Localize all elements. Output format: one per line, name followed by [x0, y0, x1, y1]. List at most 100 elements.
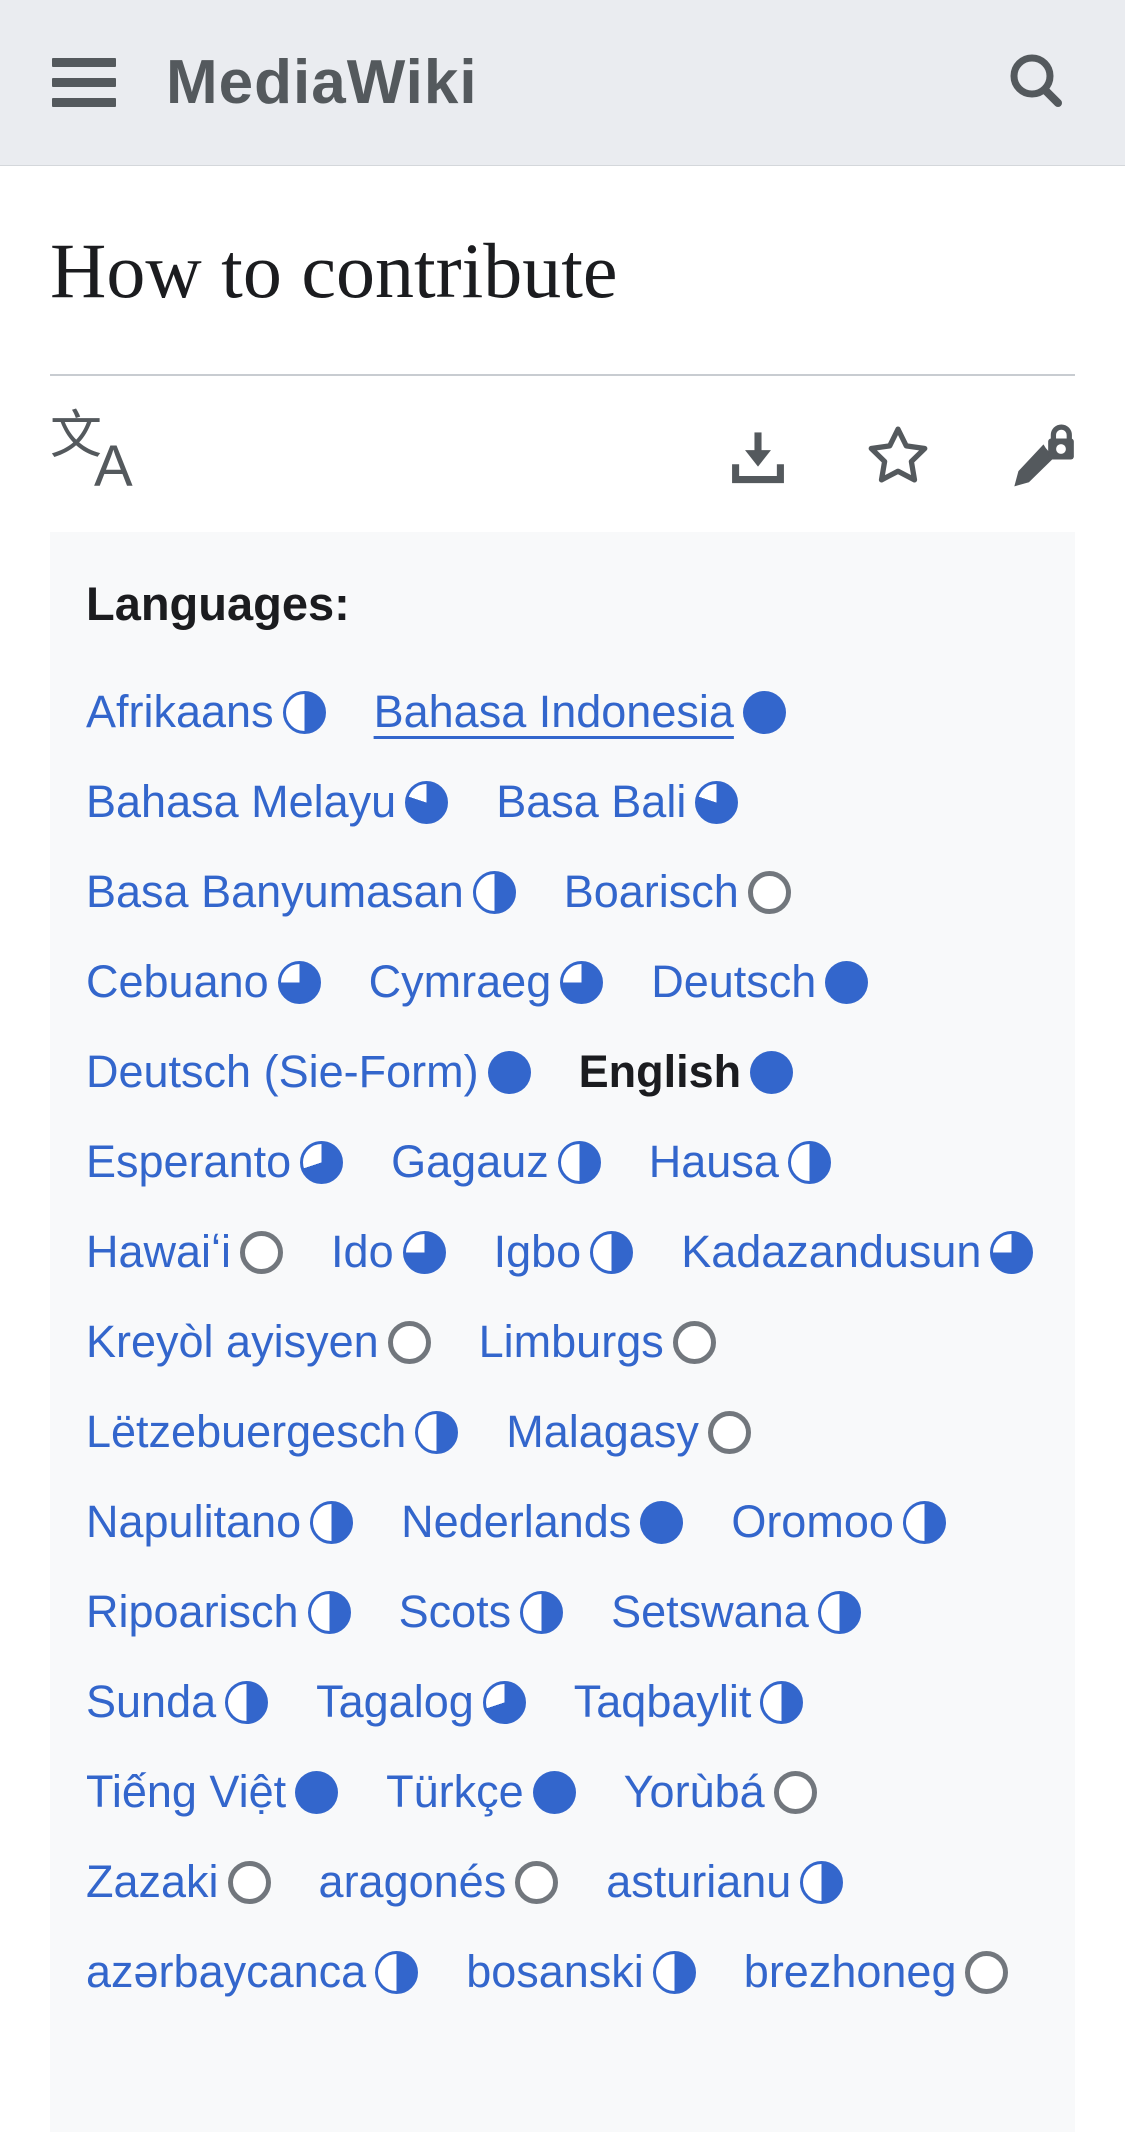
language-link[interactable]: Tagalog [316, 1676, 526, 1728]
app-header: MediaWiki [0, 0, 1125, 166]
translation-progress-icon [747, 870, 791, 914]
language-link[interactable]: Cymraeg [369, 956, 604, 1008]
language-link[interactable]: Lëtzebuergesch [86, 1406, 459, 1458]
language-label: Hausa [648, 1136, 779, 1187]
translation-progress-icon [825, 960, 869, 1004]
language-switcher-button[interactable]: 文 A [50, 410, 142, 496]
watch-button[interactable] [863, 421, 933, 491]
wiki-logo: MediaWiki [166, 48, 478, 117]
language-label: Ripoarisch [86, 1586, 299, 1637]
language-link[interactable]: Afrikaans [86, 686, 326, 738]
language-row: Napulitano Nederlands Oromoo [86, 1496, 1053, 1548]
language-link[interactable]: Oromoo [731, 1496, 946, 1548]
language-link[interactable]: Kreyòl ayisyen [86, 1316, 431, 1368]
language-link[interactable]: Bahasa Indonesia [374, 686, 786, 738]
translation-progress-icon [282, 690, 326, 734]
language-label: Afrikaans [86, 686, 274, 737]
language-link[interactable]: Basa Banyumasan [86, 866, 516, 918]
language-row: Cebuano Cymraeg Deutsch [86, 956, 1053, 1008]
language-link[interactable]: Yorùbá [624, 1766, 817, 1818]
language-link[interactable]: Limburgs [479, 1316, 716, 1368]
language-link[interactable]: Hausa [649, 1136, 831, 1188]
language-link[interactable]: Igbo [494, 1226, 634, 1278]
translation-progress-icon [773, 1770, 817, 1814]
language-link[interactable]: Nederlands [401, 1496, 684, 1548]
languages-rows: Afrikaans Bahasa Indonesia Bahasa Melayu Ba… [86, 686, 1053, 1998]
language-label: Esperanto [86, 1136, 292, 1187]
language-link[interactable]: Esperanto [86, 1136, 344, 1188]
translation-progress-icon [965, 1950, 1009, 1994]
translation-progress-icon [800, 1860, 844, 1904]
edit-locked-button[interactable] [1005, 421, 1075, 491]
language-label: Basa Bali [496, 776, 687, 827]
language-row: Bahasa Melayu Basa Bali [86, 776, 1053, 828]
language-label: Bahasa Indonesia [373, 686, 734, 737]
download-button[interactable] [725, 423, 791, 489]
language-label: Setswana [611, 1586, 809, 1637]
language-link[interactable]: Sunda [86, 1676, 269, 1728]
language-link[interactable]: Ido [331, 1226, 446, 1278]
language-icon: 文 [50, 407, 103, 465]
language-label: azərbaycanca [86, 1946, 367, 1997]
language-link[interactable]: Deutsch [651, 956, 869, 1008]
search-button[interactable] [1001, 47, 1073, 119]
language-link[interactable]: Türkçe [386, 1766, 576, 1818]
language-link[interactable]: Cebuano [86, 956, 321, 1008]
language-link[interactable]: Zazaki [86, 1856, 271, 1908]
translation-progress-icon [240, 1230, 284, 1274]
language-link[interactable]: Tiếng Việt [86, 1766, 339, 1818]
language-link[interactable]: Gagauz [391, 1136, 601, 1188]
language-link[interactable]: Napulitano [86, 1496, 354, 1548]
edit-locked-icon [1014, 424, 1074, 487]
toolbar-right-group [725, 421, 1075, 491]
translation-progress-icon [472, 870, 516, 914]
language-link[interactable]: aragonés [319, 1856, 559, 1908]
language-link[interactable]: Bahasa Melayu [86, 776, 449, 828]
translation-progress-icon [402, 1230, 446, 1274]
language-link[interactable]: Basa Bali [496, 776, 739, 828]
language-row: Ripoarisch Scots Setswana [86, 1586, 1053, 1638]
language-link[interactable]: Ripoarisch [86, 1586, 351, 1638]
language-label: Deutsch [651, 956, 817, 1007]
translation-progress-icon [227, 1860, 271, 1904]
translation-progress-icon [405, 780, 449, 824]
translation-progress-icon [415, 1410, 459, 1454]
language-label: Gagauz [391, 1136, 549, 1187]
translation-progress-icon [817, 1590, 861, 1634]
language-row: Afrikaans Bahasa Indonesia [86, 686, 1053, 738]
language-label: Igbo [493, 1226, 582, 1277]
language-row: Lëtzebuergesch Malagasy [86, 1406, 1053, 1458]
language-link[interactable]: Malagasy [506, 1406, 751, 1458]
language-link[interactable]: Scots [399, 1586, 564, 1638]
language-label: Cymraeg [368, 956, 552, 1007]
language-link[interactable]: Kadazandusun [681, 1226, 1034, 1278]
language-label: Deutsch (Sie-Form) [86, 1046, 479, 1097]
language-link[interactable]: brezhoneg [744, 1946, 1009, 1998]
language-label: bosanski [466, 1946, 644, 1997]
translation-progress-icon [300, 1140, 344, 1184]
translation-progress-icon [695, 780, 739, 824]
language-link[interactable]: Boarisch [564, 866, 791, 918]
language-label: Tagalog [316, 1676, 474, 1727]
language-link[interactable]: azərbaycanca [86, 1946, 419, 1998]
language-row: Kreyòl ayisyen Limburgs [86, 1316, 1053, 1368]
translation-progress-icon [560, 960, 604, 1004]
language-link[interactable]: Setswana [611, 1586, 861, 1638]
language-link[interactable]: Taqbaylit [574, 1676, 804, 1728]
language-link[interactable]: Hawaiʻi [86, 1226, 284, 1278]
language-link[interactable]: Deutsch (Sie-Form) [86, 1046, 531, 1098]
language-label: Scots [398, 1586, 512, 1637]
language-label: Türkçe [386, 1766, 524, 1817]
language-label: Oromoo [731, 1496, 894, 1547]
language-link[interactable]: asturianu [606, 1856, 844, 1908]
menu-button[interactable] [52, 58, 116, 107]
translation-progress-icon [515, 1860, 559, 1904]
language-link[interactable]: bosanski [466, 1946, 696, 1998]
language-row: Tiếng Việt Türkçe Yorùbá [86, 1766, 1053, 1818]
language-row: azərbaycanca bosanski brezhoneg [86, 1946, 1053, 1998]
language-label: asturianu [606, 1856, 792, 1907]
translation-progress-icon [640, 1500, 684, 1544]
translation-progress-icon [277, 960, 321, 1004]
language-label: Kadazandusun [681, 1226, 982, 1277]
translation-progress-icon [557, 1140, 601, 1184]
